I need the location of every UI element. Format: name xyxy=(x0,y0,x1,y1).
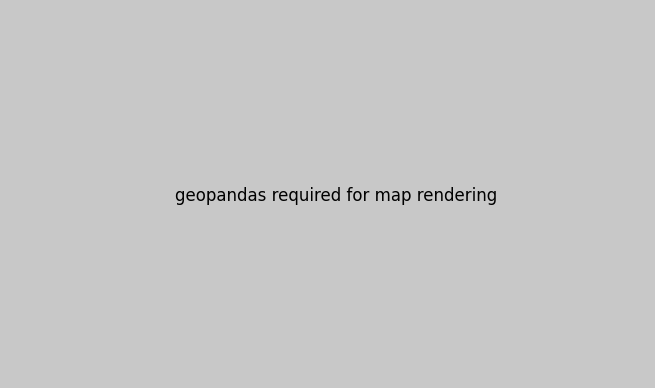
Text: geopandas required for map rendering: geopandas required for map rendering xyxy=(175,187,496,205)
